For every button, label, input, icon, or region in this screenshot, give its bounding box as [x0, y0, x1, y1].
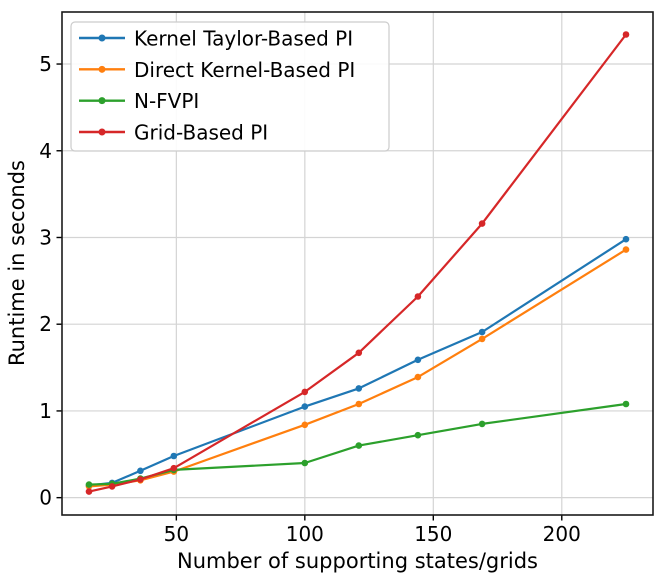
data-point-grid-based-pi [170, 464, 178, 472]
legend-item-label-grid-based-pi: Grid-Based PI [134, 120, 268, 144]
data-point-grid-based-pi [137, 476, 144, 483]
legend-marker-icon-grid-based-pi [98, 128, 106, 136]
data-point-direct-kernel-based-pi [414, 373, 422, 381]
y-tick-label-0: 0 [39, 486, 52, 510]
legend-item-label-n-fvpi: N-FVPI [134, 89, 199, 113]
y-axis-label: Runtime in seconds [5, 160, 29, 367]
series-line-direct-kernel-based-pi [87, 248, 628, 488]
data-point-grid-based-pi [85, 488, 93, 495]
data-point-direct-kernel-based-pi [622, 246, 630, 253]
data-point-grid-based-pi [355, 349, 363, 357]
data-point-kernel-taylor-based-pi [478, 328, 486, 336]
x-tick-label-100: 100 [286, 522, 324, 546]
y-tick-label-1: 1 [39, 399, 52, 423]
legend-item-label-direct-kernel-based-pi: Direct Kernel-Based PI [134, 58, 355, 82]
data-point-direct-kernel-based-pi [478, 335, 486, 343]
data-point-n-fvpi [301, 459, 309, 467]
legend-marker-icon-kernel-taylor-based-pi [98, 34, 106, 42]
data-point-kernel-taylor-based-pi [355, 385, 363, 392]
data-point-n-fvpi [622, 400, 630, 408]
y-tick-label-3: 3 [39, 225, 52, 249]
data-point-direct-kernel-based-pi [301, 421, 309, 429]
y-tick-label-2: 2 [39, 312, 52, 336]
legend: Kernel Taylor-Based PI Direct Kernel-Base… [70, 21, 390, 152]
data-point-grid-based-pi [478, 220, 486, 227]
data-point-grid-based-pi [301, 388, 309, 396]
x-tick-label-200: 200 [543, 522, 581, 546]
data-point-kernel-taylor-based-pi [414, 356, 422, 364]
x-tick-label-150: 150 [414, 522, 452, 546]
y-tick-label-5: 5 [39, 52, 52, 76]
x-axis-label: Number of supporting states/grids [176, 549, 538, 573]
data-point-n-fvpi [355, 442, 363, 449]
legend-item-label-kernel-taylor-based-pi: Kernel Taylor-Based PI [134, 27, 353, 51]
y-axis-label-container: Runtime in seconds [2, 12, 32, 515]
legend-marker-icon-n-fvpi [98, 97, 106, 105]
data-point-grid-based-pi [108, 483, 116, 490]
data-point-n-fvpi [414, 431, 422, 439]
data-point-n-fvpi [478, 420, 486, 428]
data-point-grid-based-pi [622, 31, 630, 38]
data-point-n-fvpi [85, 481, 93, 488]
data-point-kernel-taylor-based-pi [137, 467, 144, 475]
data-point-kernel-taylor-based-pi [170, 452, 178, 460]
x-tick-label-50: 50 [164, 522, 189, 546]
y-tick-label-4: 4 [39, 139, 52, 163]
legend-marker-icon-direct-kernel-based-pi [98, 65, 106, 73]
legend-box [70, 21, 390, 152]
data-point-kernel-taylor-based-pi [622, 235, 630, 243]
data-point-kernel-taylor-based-pi [301, 403, 309, 410]
plot-border [61, 11, 654, 516]
data-point-direct-kernel-based-pi [355, 400, 363, 408]
data-point-grid-based-pi [414, 293, 422, 300]
